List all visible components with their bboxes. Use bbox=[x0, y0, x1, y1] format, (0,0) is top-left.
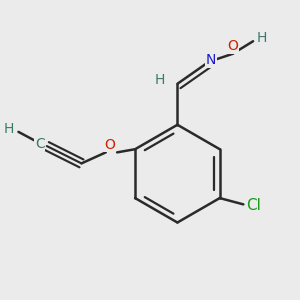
Text: H: H bbox=[4, 122, 14, 136]
Text: N: N bbox=[206, 53, 216, 67]
Text: C: C bbox=[35, 136, 45, 151]
Text: H: H bbox=[257, 31, 267, 45]
Text: O: O bbox=[104, 138, 115, 152]
Text: H: H bbox=[155, 73, 165, 87]
Text: O: O bbox=[227, 39, 238, 53]
Text: Cl: Cl bbox=[246, 199, 261, 214]
